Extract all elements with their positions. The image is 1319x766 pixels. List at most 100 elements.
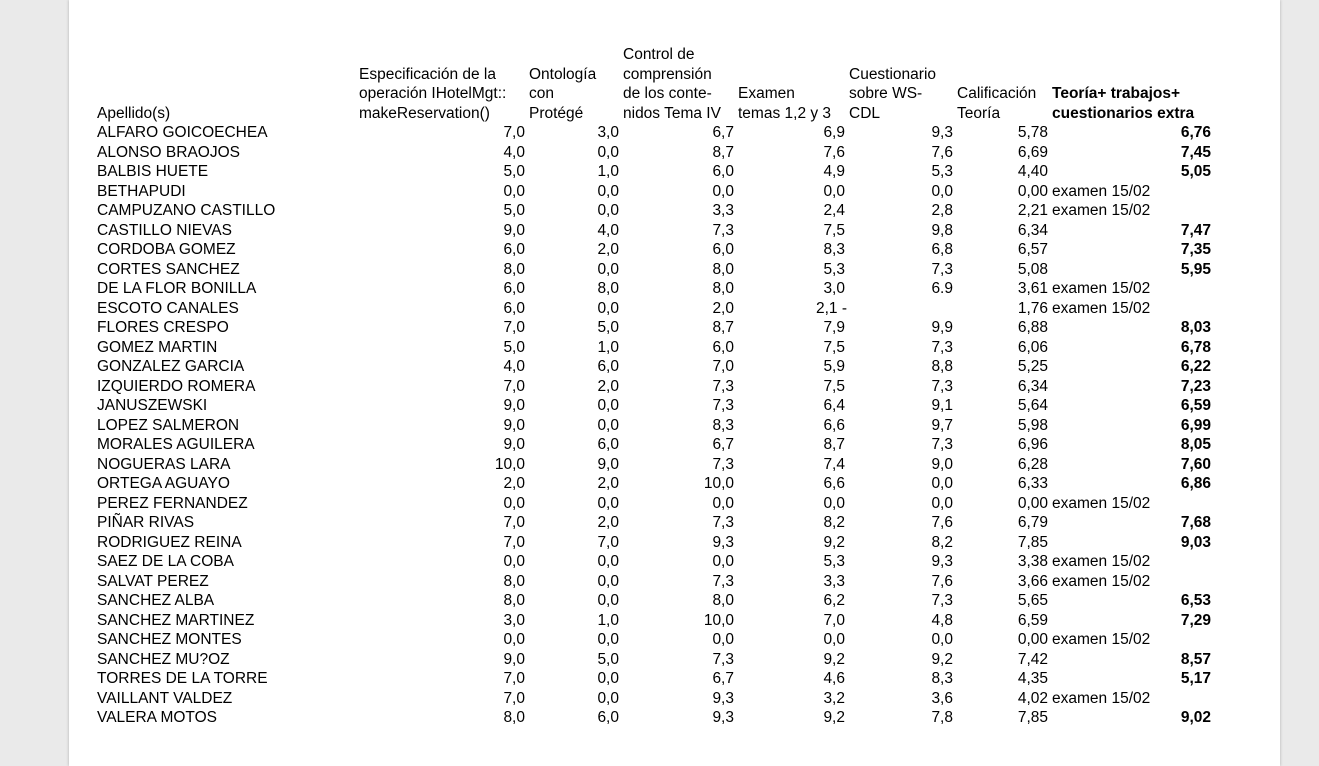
cell-examen: 6,6 bbox=[823, 475, 845, 492]
cell-examen: 8,3 bbox=[823, 241, 845, 258]
cell-control-comprension: 6,0 bbox=[712, 241, 734, 258]
cell-especificacion: 6,0 bbox=[503, 299, 525, 317]
cell-calificacion-teoria: 6,96 bbox=[1017, 436, 1048, 453]
cell-ontologia: 2,0 bbox=[597, 514, 619, 531]
cell-apellidos: LOPEZ SALMERON bbox=[97, 416, 240, 434]
cell-apellidos: ESCOTO CANALES bbox=[97, 299, 239, 317]
cell-cuestionario: 7,6 bbox=[931, 572, 953, 590]
header-line: Cuestionario bbox=[849, 65, 937, 83]
cell-examen: 5,3 bbox=[823, 553, 845, 570]
cell-especificacion: 7,0 bbox=[503, 670, 525, 687]
cell-especificacion: 0,0 bbox=[503, 494, 525, 512]
table-row: SANCHEZ ALBA 8,0 0,0 8,0 6,2 7,3 5,65 6,53 bbox=[95, 591, 1213, 611]
cell-control-comprension: 8,7 bbox=[712, 319, 734, 336]
header-apellidos: Apellido(s) bbox=[95, 45, 357, 123]
cell-teoria-total: 7,35 bbox=[1180, 241, 1211, 258]
cell-examen: 7,5 bbox=[823, 221, 845, 239]
cell-ontologia: 0,0 bbox=[597, 397, 619, 414]
cell-apellidos: NOGUERAS LARA bbox=[97, 455, 231, 473]
cell-cuestionario: 9,9 bbox=[931, 319, 953, 336]
grades-table: Apellido(s) Especificación de la operación… bbox=[95, 45, 1213, 728]
header-line: con bbox=[529, 85, 554, 102]
cell-apellidos: ALONSO BRAOJOS bbox=[97, 143, 240, 161]
header-line: CDL bbox=[849, 104, 881, 122]
cell-apellidos: ALFARO GOICOECHEA bbox=[97, 124, 268, 141]
table-row: CORDOBA GOMEZ 6,0 2,0 6,0 8,3 6,8 6,57 7,35 bbox=[95, 240, 1213, 260]
table-row: TORRES DE LA TORRE 7,0 0,0 6,7 4,6 8,3 4,35 5,1… bbox=[95, 669, 1213, 689]
cell-teoria-total: 5,17 bbox=[1180, 670, 1211, 687]
header-teoria-total: Teoría+ trabajos+ cuestionarios extra bbox=[1050, 45, 1213, 123]
table-row: JANUSZEWSKI 9,0 0,0 7,3 6,4 9,1 5,64 6,59 bbox=[95, 396, 1213, 416]
cell-apellidos: TORRES DE LA TORRE bbox=[97, 670, 268, 687]
cell-ontologia: 0,0 bbox=[597, 689, 619, 707]
header-line: cuestionarios extra bbox=[1052, 104, 1195, 122]
cell-especificacion: 8,0 bbox=[503, 572, 525, 590]
cell-teoria-total: examen 15/02 bbox=[1052, 280, 1151, 297]
cell-control-comprension: 8,7 bbox=[712, 143, 734, 161]
cell-calificacion-teoria: 6,57 bbox=[1017, 241, 1048, 258]
cell-ontologia: 0,0 bbox=[597, 572, 619, 590]
cell-calificacion-teoria: 5,64 bbox=[1017, 397, 1048, 414]
table-row: SANCHEZ MARTINEZ 3,0 1,0 10,0 7,0 4,8 6,59 7,29 bbox=[95, 611, 1213, 631]
cell-calificacion-teoria: 6,34 bbox=[1017, 221, 1048, 239]
cell-calificacion-teoria: 1,76 bbox=[1017, 299, 1048, 317]
cell-especificacion: 8,0 bbox=[503, 709, 525, 726]
cell-especificacion: 10,0 bbox=[494, 455, 525, 473]
header-line: de los conte- bbox=[623, 85, 712, 102]
cell-teoria-total: examen 15/02 bbox=[1052, 494, 1151, 512]
cell-cuestionario bbox=[847, 299, 955, 319]
cell-control-comprension: 6,0 bbox=[712, 338, 734, 356]
cell-calificacion-teoria: 5,78 bbox=[1017, 124, 1048, 141]
cell-examen: 7,5 bbox=[823, 377, 845, 395]
cell-control-comprension: 0,0 bbox=[712, 631, 734, 648]
cell-ontologia: 2,0 bbox=[597, 475, 619, 492]
cell-especificacion: 8,0 bbox=[503, 592, 525, 609]
header-line: sobre WS- bbox=[849, 85, 923, 102]
cell-teoria-total: 7,68 bbox=[1180, 514, 1211, 531]
cell-cuestionario: 2,8 bbox=[931, 202, 953, 219]
cell-teoria-total: 9,02 bbox=[1180, 709, 1211, 726]
cell-ontologia: 2,0 bbox=[597, 377, 619, 395]
table-row: BETHAPUDI 0,0 0,0 0,0 0,0 0,0 0,00 examen 15/02 bbox=[95, 182, 1213, 202]
header-line: operación IHotelMgt:: bbox=[359, 85, 507, 102]
cell-cuestionario: 5,3 bbox=[931, 163, 953, 180]
table-row: DE LA FLOR BONILLA 6,0 8,0 8,0 3,0 6.9 3,61 exa… bbox=[95, 279, 1213, 299]
cell-cuestionario: 0,0 bbox=[931, 494, 953, 512]
cell-especificacion: 9,0 bbox=[503, 436, 525, 453]
cell-teoria-total: examen 15/02 bbox=[1052, 689, 1151, 707]
cell-calificacion-teoria: 4,35 bbox=[1017, 670, 1048, 687]
cell-apellidos: GOMEZ MARTIN bbox=[97, 338, 218, 356]
cell-cuestionario: 0,0 bbox=[931, 182, 953, 200]
cell-apellidos: BALBIS HUETE bbox=[97, 163, 209, 180]
table-row: ALFARO GOICOECHEA 7,0 3,0 6,7 6,9 9,3 5,78 6,76 bbox=[95, 123, 1213, 143]
cell-calificacion-teoria: 4,40 bbox=[1017, 163, 1048, 180]
cell-apellidos: GONZALEZ GARCIA bbox=[97, 358, 245, 375]
header-line: Especificación de la bbox=[359, 65, 496, 83]
cell-especificacion: 9,0 bbox=[503, 221, 525, 239]
cell-apellidos: PIÑAR RIVAS bbox=[97, 514, 195, 531]
table-row: ORTEGA AGUAYO 2,0 2,0 10,0 6,6 0,0 6,33 6,86 bbox=[95, 474, 1213, 494]
cell-cuestionario: 9,2 bbox=[931, 650, 953, 668]
cell-apellidos: FLORES CRESPO bbox=[97, 319, 229, 336]
cell-control-comprension: 9,3 bbox=[712, 533, 734, 551]
cell-control-comprension: 10,0 bbox=[703, 475, 734, 492]
cell-control-comprension: 8,0 bbox=[712, 592, 734, 609]
table-row: BALBIS HUETE 5,0 1,0 6,0 4,9 5,3 4,40 5,05 bbox=[95, 162, 1213, 182]
cell-control-comprension: 2,0 bbox=[712, 299, 734, 317]
cell-ontologia: 0,0 bbox=[597, 143, 619, 161]
cell-teoria-total: examen 15/02 bbox=[1052, 631, 1151, 648]
table-row: NOGUERAS LARA 10,0 9,0 7,3 7,4 9,0 6,28 7,60 bbox=[95, 455, 1213, 475]
cell-examen: 7,0 bbox=[823, 611, 845, 629]
cell-apellidos: CORDOBA GOMEZ bbox=[97, 241, 236, 258]
cell-control-comprension: 7,3 bbox=[712, 377, 734, 395]
cell-teoria-total: 7,60 bbox=[1180, 455, 1211, 473]
cell-especificacion: 7,0 bbox=[503, 514, 525, 531]
cell-control-comprension: 6,7 bbox=[712, 436, 734, 453]
cell-ontologia: 0,0 bbox=[597, 494, 619, 512]
table-row: ALONSO BRAOJOS 4,0 0,0 8,7 7,6 7,6 6,69 7,45 bbox=[95, 143, 1213, 163]
cell-calificacion-teoria: 6,69 bbox=[1017, 143, 1048, 161]
cell-especificacion: 3,0 bbox=[503, 611, 525, 629]
cell-ontologia: 1,0 bbox=[597, 163, 619, 180]
cell-especificacion: 7,0 bbox=[503, 533, 525, 551]
cell-calificacion-teoria: 4,02 bbox=[1017, 689, 1048, 707]
